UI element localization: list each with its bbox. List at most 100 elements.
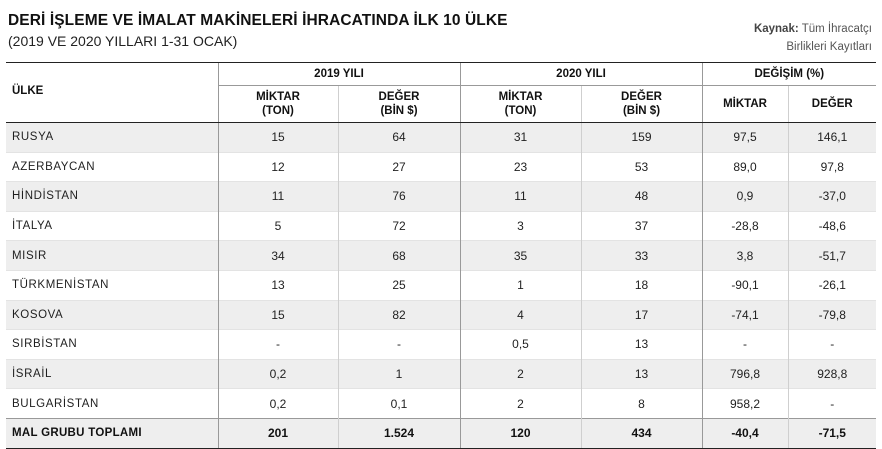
- header-change-miktar: MİKTAR: [701, 85, 788, 123]
- cell-change-deger: 97,8: [787, 152, 877, 182]
- cell-2019-deger: 0,1: [337, 388, 460, 419]
- cell-country: BULGARİSTAN: [12, 397, 99, 410]
- cell-2020-deger: 13: [580, 329, 702, 360]
- cell-country: MISIR: [6, 240, 218, 271]
- cell-2020-miktar: 1: [459, 270, 581, 301]
- header-group-2019: 2019 YILI: [217, 62, 460, 86]
- table-body: RUSYA 15 64 31 159 97,5 146,1 AZERBAYCAN 12 27 23 5…: [6, 122, 877, 449]
- cell-2019-deger: 72: [337, 211, 460, 241]
- cell-2020-deger: 48: [580, 181, 702, 212]
- page-title: DERİ İŞLEME VE İMALAT MAKİNELERİ İHRACAT…: [8, 12, 508, 29]
- cell-2020-miktar: 23: [459, 152, 581, 182]
- cell-country: RUSYA: [6, 122, 218, 153]
- cell-country: HİNDİSTAN: [6, 181, 218, 212]
- cell-change-miktar: -28,8: [701, 211, 788, 241]
- cell-country: İSRAİL: [6, 359, 218, 389]
- cell-country: AZERBAYCAN: [12, 160, 96, 173]
- source-note: Kaynak: Tüm İhracatçı Birlikleri Kayıtla…: [754, 20, 872, 56]
- header-change-deger: DEĞER: [787, 85, 877, 123]
- cell-2019-miktar: 34: [217, 240, 338, 271]
- cell-2019-miktar: 201: [217, 417, 338, 449]
- cell-change-miktar: 97,5: [701, 122, 788, 153]
- cell-2019-miktar: 15: [217, 122, 338, 153]
- cell-change-deger: 928,8: [787, 359, 877, 389]
- cell-country: TÜRKMENİSTAN: [12, 279, 110, 292]
- cell-change-deger: -79,8: [787, 300, 877, 330]
- cell-2020-miktar: 3: [459, 211, 581, 241]
- cell-2019-miktar: 5: [217, 211, 338, 241]
- header-country: ÜLKE: [6, 62, 218, 123]
- header: DERİ İŞLEME VE İMALAT MAKİNELERİ İHRACAT…: [8, 12, 874, 60]
- table-row: RUSYA 15 64 31 159 97,5 146,1: [6, 122, 877, 153]
- header-2019-miktar: MİKTAR (TON): [217, 85, 338, 123]
- cell-2019-miktar: 11: [217, 181, 338, 212]
- table-row: SIRBİSTAN - -0,5 13- -: [6, 329, 877, 360]
- cell-change-deger: -37,0: [787, 181, 877, 212]
- cell-2019-miktar: 15: [217, 300, 338, 330]
- cell-2019-deger: 82: [337, 300, 460, 330]
- cell-country: KOSOVA: [6, 300, 218, 330]
- export-table: ÜLKE 2019 YILI 2020 YILI DEĞİŞİM (%) MİK…: [6, 62, 877, 449]
- cell-change-deger: -48,6: [787, 211, 877, 241]
- cell-change-miktar: -90,1: [701, 270, 788, 301]
- cell-2019-deger: 25: [337, 270, 460, 301]
- table-row: TÜRKMENİSTAN 13 25 1 18 -90,1 -26,1: [6, 270, 877, 301]
- cell-2020-miktar: 11: [459, 181, 581, 212]
- cell-2020-deger: 53: [580, 152, 702, 182]
- cell-change-miktar: -74,1: [701, 300, 788, 330]
- cell-2019-miktar: 13: [217, 270, 338, 301]
- cell-2019-miktar: -: [217, 329, 338, 360]
- table-total-row: MAL GRUBU TOPLAMI 201 1.524 120 434 -40,4 -71,…: [6, 417, 877, 449]
- cell-change-miktar: 958,2: [701, 388, 788, 419]
- header-2019-deger: DEĞER (BİN $): [337, 85, 460, 123]
- cell-2020-miktar: 31: [459, 122, 581, 153]
- cell-2020-deger: 13: [580, 359, 702, 389]
- cell-2019-deger: 68: [337, 240, 460, 271]
- header-group-change: DEĞİŞİM (%): [701, 62, 877, 86]
- cell-change-deger: -51,7: [787, 240, 877, 271]
- cell-change-miktar: 3,8: [701, 240, 788, 271]
- cell-change-miktar: 89,0: [701, 152, 788, 182]
- cell-2019-miktar: 0,2: [217, 359, 338, 389]
- cell-2020-deger: 33: [580, 240, 702, 271]
- page-subtitle: (2019 VE 2020 YILLARI 1-31 OCAK): [8, 33, 238, 49]
- cell-2019-deger: -: [337, 329, 460, 360]
- cell-change-deger: -: [787, 329, 877, 360]
- cell-country: SIRBİSTAN: [12, 338, 78, 351]
- table-row: AZERBAYCAN 12 27 23 53 89,0 97,8: [6, 152, 877, 182]
- cell-2020-miktar: 2: [459, 388, 581, 419]
- cell-2020-deger: 8: [580, 388, 702, 419]
- header-2020-deger: DEĞER (BİN $): [580, 85, 702, 123]
- cell-2019-deger: 76: [337, 181, 460, 212]
- cell-2019-deger: 1: [337, 359, 460, 389]
- table-row: İSRAİL 0,2 1 2 13 796,8 928,8: [6, 359, 877, 389]
- cell-change-deger: -: [787, 388, 877, 419]
- cell-2020-deger: 17: [580, 300, 702, 330]
- cell-country: MAL GRUBU TOPLAMI: [6, 417, 218, 449]
- table-row: MISIR 34 68 35 33 3,8 -51,7: [6, 240, 877, 271]
- cell-2019-miktar: 12: [217, 152, 338, 182]
- cell-country: İTALYA: [12, 220, 53, 233]
- cell-2019-deger: 1.524: [337, 417, 460, 449]
- table-row: BULGARİSTAN 0,2 0,1 2 8 958,2-: [6, 388, 877, 419]
- cell-2020-miktar: 120: [459, 417, 581, 449]
- table-row: KOSOVA 15 82 4 17 -74,1 -79,8: [6, 300, 877, 330]
- header-group-2020: 2020 YILI: [459, 62, 702, 86]
- cell-change-miktar: -40,4: [701, 417, 788, 449]
- cell-2019-miktar: 0,2: [217, 388, 338, 419]
- cell-change-deger: 146,1: [787, 122, 877, 153]
- cell-2020-miktar: 4: [459, 300, 581, 330]
- cell-change-deger: -26,1: [787, 270, 877, 301]
- cell-change-miktar: 0,9: [701, 181, 788, 212]
- cell-2020-miktar: 35: [459, 240, 581, 271]
- cell-change-miktar: -: [701, 329, 788, 360]
- cell-2019-deger: 27: [337, 152, 460, 182]
- source-label: Kaynak:: [753, 23, 799, 35]
- header-2020-miktar: MİKTAR (TON): [459, 85, 581, 123]
- cell-2020-miktar: 2: [459, 359, 581, 389]
- source-line-1: Tüm İhracatçı: [801, 23, 872, 35]
- table-row: İTALYA 5 72 3 37 -28,8 -48,6: [6, 211, 877, 241]
- cell-2020-deger: 159: [580, 122, 702, 153]
- table-row: HİNDİSTAN 11 76 11 48 0,9 -37,0: [6, 181, 877, 212]
- cell-2019-deger: 64: [337, 122, 460, 153]
